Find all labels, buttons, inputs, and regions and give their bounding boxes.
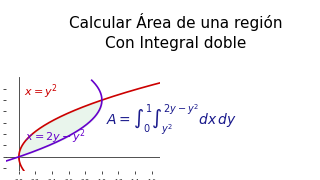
Text: $x = 2y - y^2$: $x = 2y - y^2$	[26, 128, 86, 146]
Text: $x = y^2$: $x = y^2$	[24, 82, 58, 101]
Text: $A = \int_0^1 \int_{y^2}^{2y-y^2} dx\,dy$: $A = \int_0^1 \int_{y^2}^{2y-y^2} dx\,dy…	[106, 102, 237, 137]
Text: Con Integral doble: Con Integral doble	[105, 36, 247, 51]
Text: Calcular Área de una región: Calcular Área de una región	[69, 13, 283, 31]
